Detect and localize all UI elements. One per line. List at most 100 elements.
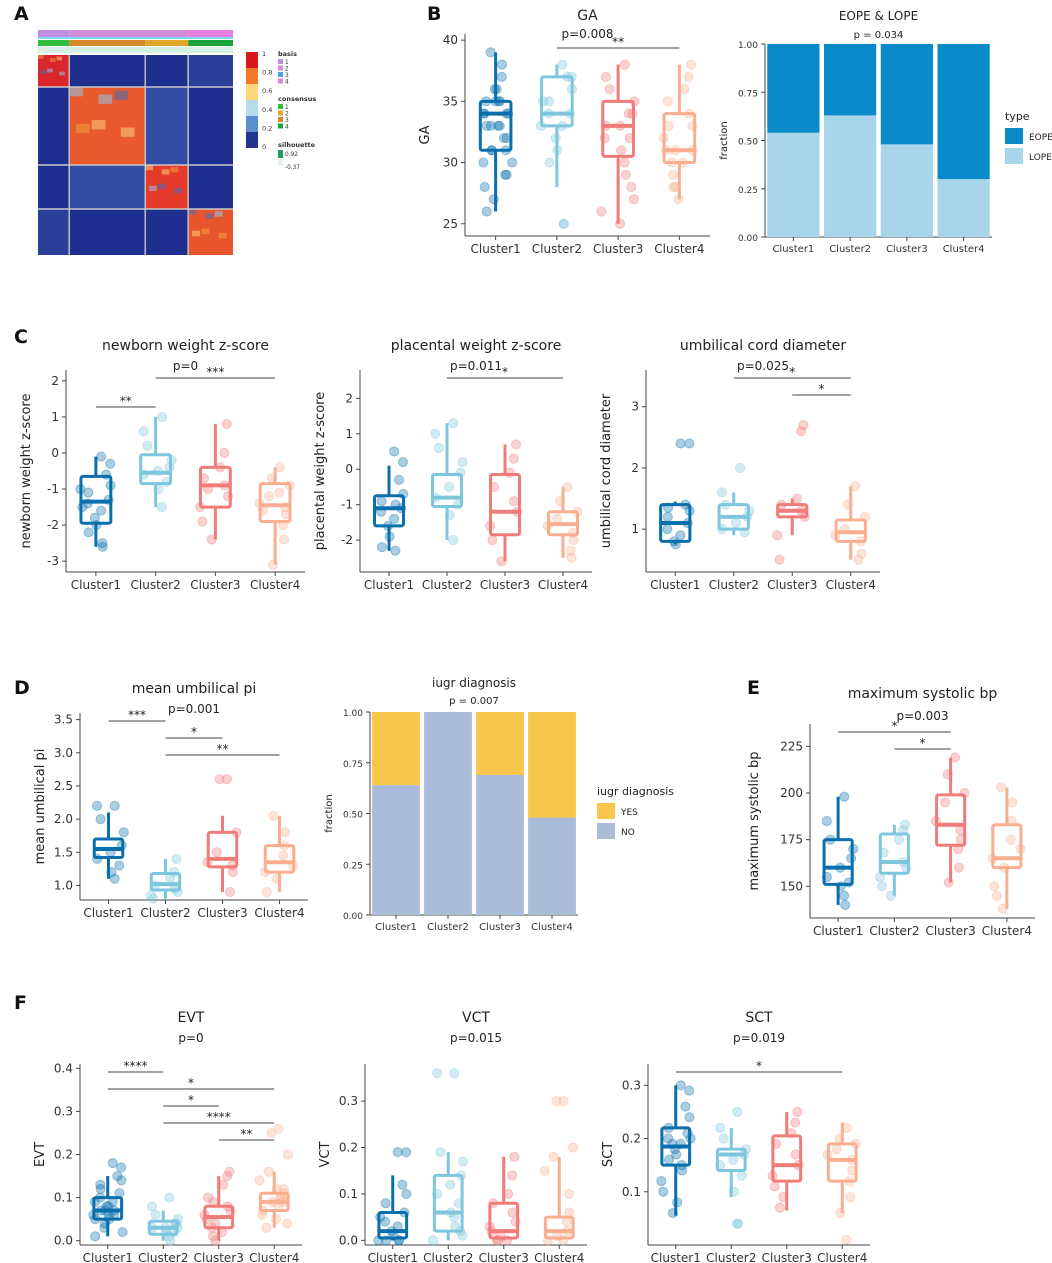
data-point [501,108,512,119]
basis-legend-title: basis [278,50,297,58]
consensus-annotation-bar [188,40,233,46]
stacked-bar-segment-yes [528,712,576,818]
y-tick-label: 3.0 [54,746,73,760]
data-point [210,1235,221,1246]
data-point [510,1216,521,1227]
data-point [663,1122,674,1133]
scale-tick: 1 [262,50,266,58]
data-point [219,480,230,491]
data-point [848,843,859,855]
data-point [503,108,514,119]
data-point [567,527,579,539]
data-point [257,1209,268,1220]
data-point [430,492,441,503]
data-point [825,834,836,845]
data-point [118,827,129,838]
silhouette-legend-title: silhouette [278,141,316,149]
data-point [614,218,626,229]
y-axis-label: VCT [318,1141,333,1167]
data-point [839,890,850,901]
data-point [280,827,291,838]
heatmap-offblock [38,209,70,255]
data-point [663,120,674,131]
data-point [224,1166,235,1177]
heatmap-texture-cell [38,55,44,59]
heatmap-texture-cell [40,70,47,74]
data-point [435,1147,446,1158]
x-tick-label: Cluster1 [813,924,863,938]
data-point [219,447,230,459]
x-tick-label: Cluster3 [762,1251,812,1263]
data-point [214,774,225,785]
panel-letter-E: E [747,677,760,699]
data-point [663,1154,675,1165]
consensus-legend-swatch [278,104,283,109]
scale-swatch [246,52,258,68]
data-point [171,1218,182,1229]
chart-subtitle: p=0.011 [450,359,502,373]
legend-label: EOPE [1029,133,1052,143]
data-point [278,534,290,545]
data-point [221,419,232,430]
data-point [893,834,905,845]
legend-swatch-eope [1005,128,1023,144]
data-point [104,1214,115,1225]
data-point [273,1123,284,1134]
data-point [900,819,911,830]
data-point [117,1226,128,1238]
stacked-bar-segment-lope [767,132,820,237]
consensus-legend-label: 1 [285,105,289,111]
box-iqr [263,844,296,874]
data-point [670,145,681,156]
y-tick-label: 1.00 [343,709,363,719]
scale-tick: 0.4 [262,106,272,114]
data-point [850,481,861,492]
heatmap-texture-cell [149,185,157,192]
chart-subtitle: p=0.019 [733,1031,785,1045]
y-axis-label: SCT [601,1142,616,1167]
data-point [142,440,153,451]
data-point [565,545,576,556]
data-point [949,752,961,763]
data-point [494,96,506,107]
data-point [390,545,401,556]
data-point [278,520,289,531]
y-tick-label: 0.50 [738,138,758,148]
data-point [388,1230,399,1241]
data-point [604,83,615,95]
y-tick-label: 0.3 [339,1094,358,1108]
chart-iugr: iugr diagnosis p = 0.007 0.00 0.25 0.50 0.75 1… [324,676,674,933]
data-point [488,1198,499,1209]
heatmap-texture-cell [69,87,83,97]
x-tick-label: Cluster3 [886,244,928,255]
data-point [844,1176,855,1187]
data-point [627,108,638,119]
panel-letter-A: A [14,3,29,25]
data-point [542,520,553,532]
data-point [107,1196,118,1208]
x-tick-label: Cluster2 [829,244,871,255]
data-point [267,1196,278,1208]
data-point [732,1218,743,1229]
data-point [488,194,499,205]
y-tick-label: 0.1 [339,1187,358,1201]
data-point [718,1133,729,1144]
data-point [153,483,164,495]
data-point [509,496,520,507]
x-tick-label: Cluster1 [364,578,414,592]
data-point [485,520,496,532]
data-point [774,1202,785,1213]
y-tick-label: 1.5 [54,845,73,859]
x-tick-label: Cluster1 [375,922,417,933]
data-point [796,505,807,516]
data-point [615,120,626,131]
data-point [206,534,217,545]
data-point [494,120,505,131]
y-tick-label: 1 [345,427,353,441]
x-tick-label: Cluster1 [368,1251,418,1263]
heatmap-texture-cell [192,230,201,237]
data-point [108,1209,120,1220]
chart-subtitle: p=0 [178,1031,203,1045]
data-point [793,1160,804,1171]
data-point [210,1218,221,1229]
